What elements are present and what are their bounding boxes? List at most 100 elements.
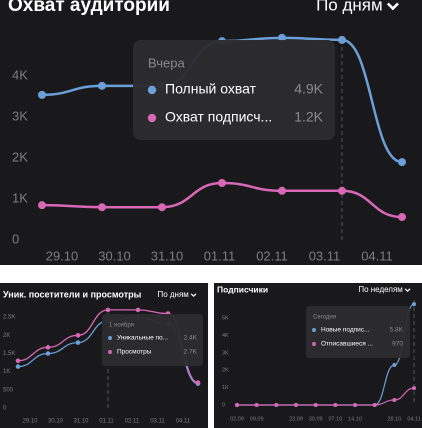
x-tick-label: 01.11	[99, 419, 114, 425]
x-tick-label: 29.10	[46, 248, 79, 263]
tooltip-value: 1.2K	[294, 109, 323, 125]
tooltip: Вчера Полный охват 4.9K Охват подписч... 1.2…	[133, 40, 335, 140]
tooltip-box	[306, 306, 410, 358]
period-selector[interactable]: По неделям	[358, 285, 402, 294]
y-tick-label: 5K	[222, 315, 229, 321]
data-point	[398, 213, 406, 222]
data-point	[45, 345, 51, 350]
period-selector[interactable]: По дням	[157, 290, 188, 299]
series-line	[237, 387, 415, 406]
x-tick-label: 30.09	[309, 416, 323, 422]
data-point	[105, 307, 111, 313]
x-tick-label: 30.10	[98, 248, 131, 263]
x-tick-label: 04.11	[407, 416, 420, 422]
data-point	[278, 33, 286, 42]
subscribers-panel: Подписчики По неделям 0 1K 2K 3K 4K 5K 02.09 09.0…	[214, 283, 422, 428]
period-selector[interactable]: По дням	[316, 0, 383, 14]
tooltip-title: 1 ноября	[109, 323, 134, 329]
data-point	[372, 403, 377, 407]
data-point	[392, 362, 397, 367]
x-tick-label: 03.11	[309, 248, 341, 263]
reach-panel: Охват аудитории По дням 0 1K 2K 3K 4K 29.10 30.1…	[0, 0, 422, 265]
y-tick-label: 0	[3, 406, 7, 412]
y-tick-label: 2.5K	[3, 315, 15, 321]
data-point	[338, 35, 346, 44]
data-point	[75, 340, 81, 345]
x-tick-label: 07.10	[328, 416, 342, 422]
x-tick-label: 31.10	[151, 248, 184, 263]
title: Уник. посетители и просмотры	[3, 289, 142, 299]
y-tick-label: 1.5K	[3, 351, 15, 357]
tooltip-dot	[108, 350, 112, 354]
data-point	[333, 403, 338, 407]
tooltip-series-name: Новые подпис...	[321, 327, 370, 334]
data-point	[98, 203, 106, 212]
tooltip-series-name: Просмотры	[117, 349, 152, 356]
y-tick-label: 0	[222, 402, 225, 408]
tooltip-dot	[147, 85, 157, 95]
y-tick-label: 500	[3, 387, 14, 393]
data-point	[195, 380, 201, 385]
data-point	[158, 203, 166, 212]
data-point	[412, 386, 417, 391]
x-tick-label: 23.09	[289, 416, 303, 422]
y-tick-label: 0	[12, 231, 19, 246]
chevron	[190, 293, 197, 298]
data-point	[45, 351, 51, 356]
tooltip-value: 970	[392, 341, 403, 348]
data-point	[235, 403, 239, 407]
y-tick-label: 4K	[12, 67, 28, 82]
data-point	[15, 358, 21, 364]
tooltip-series-name: Полный охват	[165, 81, 257, 97]
x-tick-label: 04.11	[361, 248, 393, 263]
tooltip-series-name: Уникальные по...	[117, 335, 168, 342]
y-tick-label: 1K	[222, 385, 229, 391]
tooltip-box	[133, 40, 335, 140]
data-point	[353, 403, 358, 407]
x-tick-label: 28.10	[387, 416, 401, 422]
tooltip-dot	[147, 113, 157, 123]
y-tick-label: 3K	[222, 350, 229, 356]
data-point	[38, 90, 46, 99]
x-tick-label: 14.10	[348, 416, 362, 422]
data-point	[392, 397, 397, 402]
x-tick-label: 09.09	[250, 416, 264, 422]
data-point	[254, 403, 259, 407]
data-point	[278, 186, 286, 195]
x-tick-label: 29.10	[22, 419, 38, 425]
tooltip-title: Вчера	[148, 55, 185, 70]
tooltip: 1 ноября Уникальные по... 2.4K Просмотры 2.7…	[102, 314, 203, 366]
chevron	[404, 288, 411, 293]
data-point	[338, 186, 346, 195]
chevron	[386, 2, 399, 11]
y-tick-label: 3K	[12, 108, 28, 123]
data-point	[274, 403, 279, 407]
data-point	[38, 201, 46, 210]
data-point	[98, 81, 106, 90]
x-tick-label: 30.10	[48, 419, 64, 425]
x-tick-label: 02.11	[256, 248, 288, 263]
y-tick-label: 1K	[12, 190, 28, 205]
tooltip-value: 5.8K	[390, 327, 404, 334]
data-point	[412, 302, 417, 307]
y-tick-label: 1K	[3, 369, 10, 375]
data-point	[313, 403, 318, 407]
x-tick-label: 01.11	[204, 248, 236, 263]
title: Охват аудитории	[8, 0, 170, 16]
tooltip-dot	[312, 342, 316, 346]
data-point	[294, 403, 299, 407]
tooltip-dot	[312, 328, 316, 332]
tooltip-box	[102, 314, 203, 366]
tooltip-value: 2.4K	[184, 335, 198, 342]
data-point	[15, 364, 21, 369]
y-tick-label: 2K	[12, 149, 28, 164]
tooltip: Сегодня Новые подпис... 5.8K Отписавшиеся .…	[306, 306, 410, 358]
tooltip-dot	[108, 336, 112, 340]
x-tick-label: 02.09	[230, 416, 244, 422]
x-tick-label: 03.11	[150, 419, 165, 425]
tooltip-title: Сегодня	[313, 315, 336, 321]
x-tick-label: 02.11	[125, 419, 140, 425]
tooltip-value: 4.9K	[294, 81, 323, 97]
data-point	[218, 179, 226, 188]
